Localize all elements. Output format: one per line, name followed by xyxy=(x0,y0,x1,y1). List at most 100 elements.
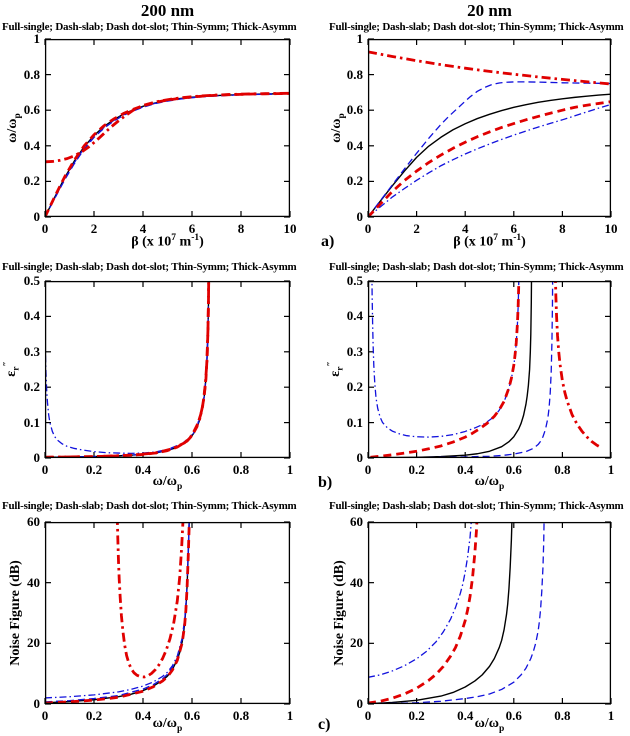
axis-box xyxy=(44,38,291,218)
x-tick-label: 0 xyxy=(364,462,372,477)
curve-slab-symmetric xyxy=(45,93,290,217)
x-axis-label-omega-right-bottom: ω/ωp xyxy=(474,716,505,734)
y-tick-label: 0.3 xyxy=(23,343,40,359)
y-tick-label: 60 xyxy=(350,514,363,529)
x-tick-label: 0 xyxy=(41,221,49,236)
y-tick-label: 0.5 xyxy=(23,273,40,288)
y-tick-label: 0.2 xyxy=(346,379,363,395)
y-axis-label-eps-20nm: εr″ xyxy=(326,361,346,377)
x-tick-label: 0.4 xyxy=(457,708,474,723)
x-tick-label: 0.6 xyxy=(505,462,522,477)
curve-single-interface xyxy=(45,281,210,458)
x-tick-label: 8 xyxy=(559,221,566,236)
axis-box xyxy=(44,521,291,705)
plot-dispersion-200nm xyxy=(44,38,291,218)
x-tick-label: 0.8 xyxy=(554,708,571,723)
curve-slab-symmetric xyxy=(45,281,210,458)
curve-single-interface xyxy=(368,522,513,704)
x-tick-label: 0 xyxy=(364,221,372,236)
legend-permittivity-20nm: Full-single; Dash-slab; Dash dot-slot; T… xyxy=(329,261,624,273)
y-tick-label: 0.5 xyxy=(346,273,363,288)
x-tick-label: 0.8 xyxy=(554,462,571,477)
legend-noise-20nm: Full-single; Dash-slab; Dash dot-slot; T… xyxy=(329,500,624,512)
x-tick-label: 0 xyxy=(41,462,49,477)
chart-canvas-dispersion-20nm xyxy=(367,38,612,218)
chart-canvas-dispersion-200nm xyxy=(44,38,291,218)
x-tick-label: 0.2 xyxy=(408,708,425,723)
legend-noise-200nm: Full-single; Dash-slab; Dash dot-slot; T… xyxy=(2,500,297,512)
axis-box xyxy=(367,280,612,459)
legend-dispersion-20nm: Full-single; Dash-slab; Dash dot-slot; T… xyxy=(329,21,624,33)
y-tick-label: 0.2 xyxy=(346,173,363,189)
y-tick-label: 0 xyxy=(33,696,41,711)
x-tick-label: 0.6 xyxy=(505,708,522,723)
curve-slab-symmetric xyxy=(416,281,554,458)
y-tick-label: 0.8 xyxy=(23,66,40,82)
x-tick-label: 6 xyxy=(510,221,518,236)
y-tick-label: 40 xyxy=(27,574,40,590)
y-tick-label: 0.4 xyxy=(23,137,40,153)
x-tick-label: 4 xyxy=(139,221,147,236)
curve-slot-asymmetric xyxy=(116,522,185,679)
y-tick-label: 0.4 xyxy=(346,137,363,153)
x-tick-label: 2 xyxy=(413,221,420,236)
y-tick-label: 1 xyxy=(33,31,41,46)
plot-dispersion-20nm xyxy=(367,38,612,218)
y-tick-label: 20 xyxy=(27,635,40,651)
x-tick-label: 0 xyxy=(364,708,372,723)
y-tick-label: 0 xyxy=(356,209,364,224)
legend-permittivity-200nm: Full-single; Dash-slab; Dash dot-slot; T… xyxy=(2,261,297,273)
y-tick-label: 0.3 xyxy=(346,343,363,359)
x-tick-label: 0.2 xyxy=(85,708,103,723)
curve-single-interface xyxy=(45,92,290,217)
column-title-200nm: 200 nm xyxy=(140,1,195,20)
y-tick-label: 0.8 xyxy=(346,66,363,82)
curve-slab-asymmetric xyxy=(45,281,211,458)
panel-label-a: a) xyxy=(321,233,335,250)
y-tick-label: 0.4 xyxy=(23,308,40,324)
chart-canvas-noise-figure-200nm xyxy=(44,521,291,705)
y-tick-label: 60 xyxy=(27,514,40,529)
x-tick-label: 1 xyxy=(286,462,294,477)
curve-slab-symmetric xyxy=(368,522,545,704)
x-tick-label: 8 xyxy=(237,221,245,236)
curve-slot-asymmetric xyxy=(368,50,611,86)
curve-slot-symmetric xyxy=(368,103,611,217)
panel-label-c: c) xyxy=(318,716,331,733)
y-tick-label: 0 xyxy=(33,450,41,465)
x-tick-label: 1 xyxy=(286,708,294,723)
curve-single-interface xyxy=(368,93,611,217)
curve-slab-symmetric xyxy=(368,81,611,217)
y-tick-label: 1 xyxy=(356,31,364,46)
curve-slab-asymmetric xyxy=(45,522,191,704)
curve-slot-symmetric xyxy=(45,93,290,217)
curve-slot-symmetric xyxy=(45,281,210,455)
curve-slot-asymmetric xyxy=(45,281,211,458)
x-tick-label: 0.4 xyxy=(134,708,152,723)
x-tick-label: 0.6 xyxy=(183,708,201,723)
curve-slab-asymmetric xyxy=(45,92,290,217)
column-title-20nm: 20 nm xyxy=(467,1,512,20)
y-tick-label: 0.4 xyxy=(346,308,363,324)
x-tick-label: 10 xyxy=(604,221,618,236)
x-tick-label: 2 xyxy=(90,221,98,236)
axis-box xyxy=(367,521,612,705)
y-tick-label: 0 xyxy=(356,450,364,465)
y-tick-label: 0.2 xyxy=(23,173,40,189)
plot-noise-20nm xyxy=(367,521,612,705)
legend-dispersion-200nm: Full-single; Dash-slab; Dash dot-slot; T… xyxy=(2,21,297,33)
x-axis-label-beta-left: β (x 107 m-1) xyxy=(131,233,204,250)
plot-permittivity-20nm xyxy=(367,280,612,459)
x-tick-label: 0.8 xyxy=(232,708,250,723)
y-tick-label: 0.6 xyxy=(23,102,40,118)
x-tick-label: 4 xyxy=(461,221,469,236)
axis-box xyxy=(367,38,612,218)
x-tick-label: 0.2 xyxy=(408,462,425,477)
curve-single-interface xyxy=(368,281,533,458)
axis-box xyxy=(44,280,291,459)
curve-slot-asymmetric xyxy=(554,281,600,448)
y-tick-label: 0 xyxy=(33,209,41,224)
x-tick-label: 10 xyxy=(283,221,297,236)
panel-label-b: b) xyxy=(318,474,333,491)
y-tick-label: 0.1 xyxy=(346,414,363,430)
